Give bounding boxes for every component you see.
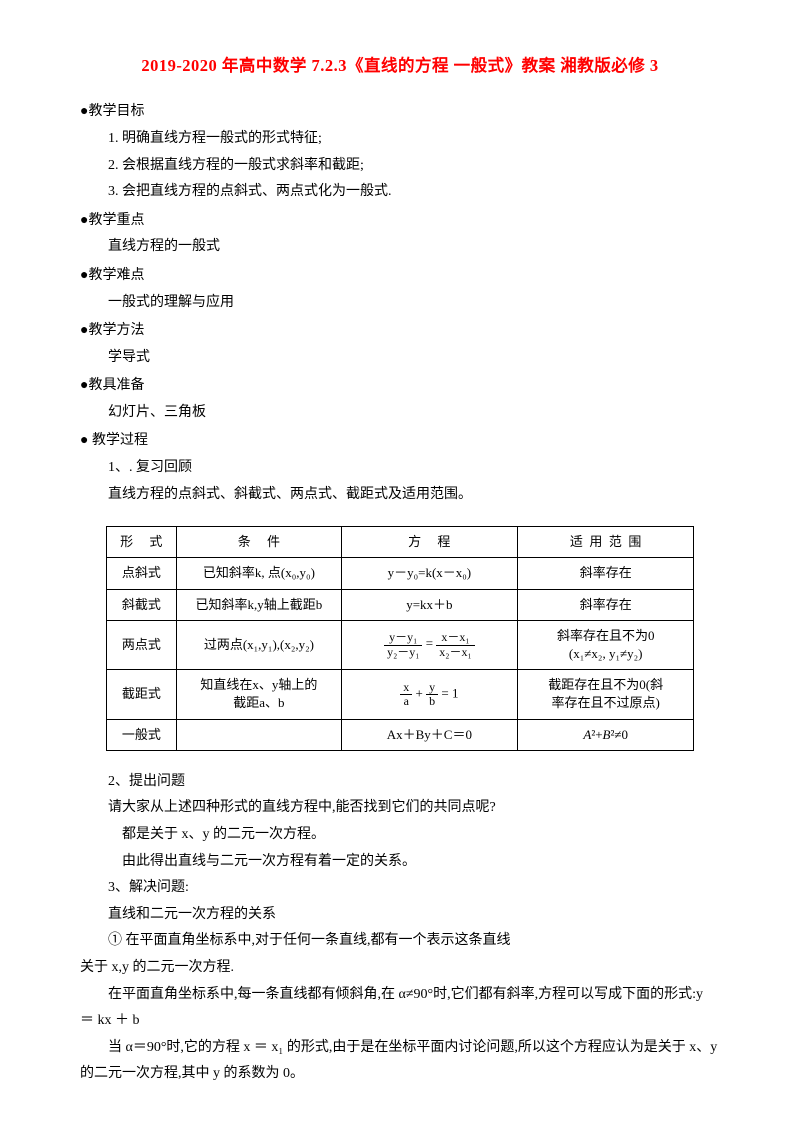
document-title: 2019-2020 年高中数学 7.2.3《直线的方程 一般式》教案 湘教版必修… <box>80 50 720 81</box>
table-row-slope-intercept: 斜截式 已知斜率k,y轴上截距b y=kx＋b 斜率存在 <box>106 589 694 620</box>
goal-item-3: 3. 会把直线方程的点斜式、两点式化为一般式. <box>80 179 720 206</box>
th-equation: 方 程 <box>341 527 517 558</box>
solve-heading: 3、解决问题: <box>80 875 720 902</box>
cell-condition: 过两点(x₁,y₁),(x₂,y₂) <box>177 620 342 669</box>
focus-body: 直线方程的一般式 <box>80 234 720 261</box>
goal-heading: ●教学目标 <box>80 99 720 126</box>
problem-heading: 2、提出问题 <box>80 769 720 796</box>
cell-equation: Ax＋By＋C＝0 <box>341 719 517 750</box>
difficulty-body: 一般式的理解与应用 <box>80 290 720 317</box>
cell-scope: 斜率存在且不为0(x₁≠x₂, y₁≠y₂) <box>518 620 694 669</box>
process-step-1-body: 直线方程的点斜式、斜截式、两点式、截距式及适用范围。 <box>80 482 720 509</box>
problem-answer-2: 由此得出直线与二元一次方程有着一定的关系。 <box>80 849 720 876</box>
cell-scope: A²+B²≠0 <box>518 719 694 750</box>
table-row-intercept: 截距式 知直线在x、y轴上的截距a、b xa + yb = 1 截距存在且不为0… <box>106 670 694 719</box>
table-row-general: 一般式 Ax＋By＋C＝0 A²+B²≠0 <box>106 719 694 750</box>
cell-scope: 截距存在且不为0(斜率存在且不过原点) <box>518 670 694 719</box>
cell-equation: y=kx＋b <box>341 589 517 620</box>
solve-point-1b: 关于 x,y 的二元一次方程. <box>80 955 720 982</box>
cell-equation: y－y₀=k(x－x₀) <box>341 558 517 589</box>
focus-heading: ●教学重点 <box>80 208 720 235</box>
solve-point-1a: ① 在平面直角坐标系中,对于任何一条直线,都有一个表示这条直线 <box>80 928 720 955</box>
cell-scope: 斜率存在 <box>518 558 694 589</box>
cell-condition: 知直线在x、y轴上的截距a、b <box>177 670 342 719</box>
method-heading: ●教学方法 <box>80 318 720 345</box>
solve-body-1: 在平面直角坐标系中,每一条直线都有倾斜角,在 α≠90°时,它们都有斜率,方程可… <box>80 982 720 1035</box>
process-heading: ● 教学过程 <box>80 428 720 455</box>
process-step-1: 1、. 复习回顾 <box>80 455 720 482</box>
solve-subtitle: 直线和二元一次方程的关系 <box>80 902 720 929</box>
tools-body: 幻灯片、三角板 <box>80 400 720 427</box>
method-body: 学导式 <box>80 345 720 372</box>
table-header-row: 形 式 条 件 方 程 适用范围 <box>106 527 694 558</box>
problem-answer-1: 都是关于 x、y 的二元一次方程。 <box>80 822 720 849</box>
difficulty-heading: ●教学难点 <box>80 263 720 290</box>
cell-form: 两点式 <box>106 620 177 669</box>
cell-condition: 已知斜率k,y轴上截距b <box>177 589 342 620</box>
line-equation-forms-table: 形 式 条 件 方 程 适用范围 点斜式 已知斜率k, 点(x₀,y₀) y－y… <box>106 526 695 751</box>
problem-question: 请大家从上述四种形式的直线方程中,能否找到它们的共同点呢? <box>80 795 720 822</box>
tools-heading: ●教具准备 <box>80 373 720 400</box>
cell-form: 一般式 <box>106 719 177 750</box>
table-row-point-slope: 点斜式 已知斜率k, 点(x₀,y₀) y－y₀=k(x－x₀) 斜率存在 <box>106 558 694 589</box>
cell-equation: xa + yb = 1 <box>341 670 517 719</box>
th-scope: 适用范围 <box>518 527 694 558</box>
cell-form: 斜截式 <box>106 589 177 620</box>
th-form: 形 式 <box>106 527 177 558</box>
cell-form: 截距式 <box>106 670 177 719</box>
th-condition: 条 件 <box>177 527 342 558</box>
cell-form: 点斜式 <box>106 558 177 589</box>
cell-condition <box>177 719 342 750</box>
goal-item-2: 2. 会根据直线方程的一般式求斜率和截距; <box>80 153 720 180</box>
goal-item-1: 1. 明确直线方程一般式的形式特征; <box>80 126 720 153</box>
solve-body-2: 当 α＝90°时,它的方程 x ＝ x₁ 的形式,由于是在坐标平面内讨论问题,所… <box>80 1035 720 1088</box>
cell-scope: 斜率存在 <box>518 589 694 620</box>
cell-equation: y－y₁y₂－y₁ = x－x₁x₂－x₁ <box>341 620 517 669</box>
table-row-two-point: 两点式 过两点(x₁,y₁),(x₂,y₂) y－y₁y₂－y₁ = x－x₁x… <box>106 620 694 669</box>
cell-condition: 已知斜率k, 点(x₀,y₀) <box>177 558 342 589</box>
